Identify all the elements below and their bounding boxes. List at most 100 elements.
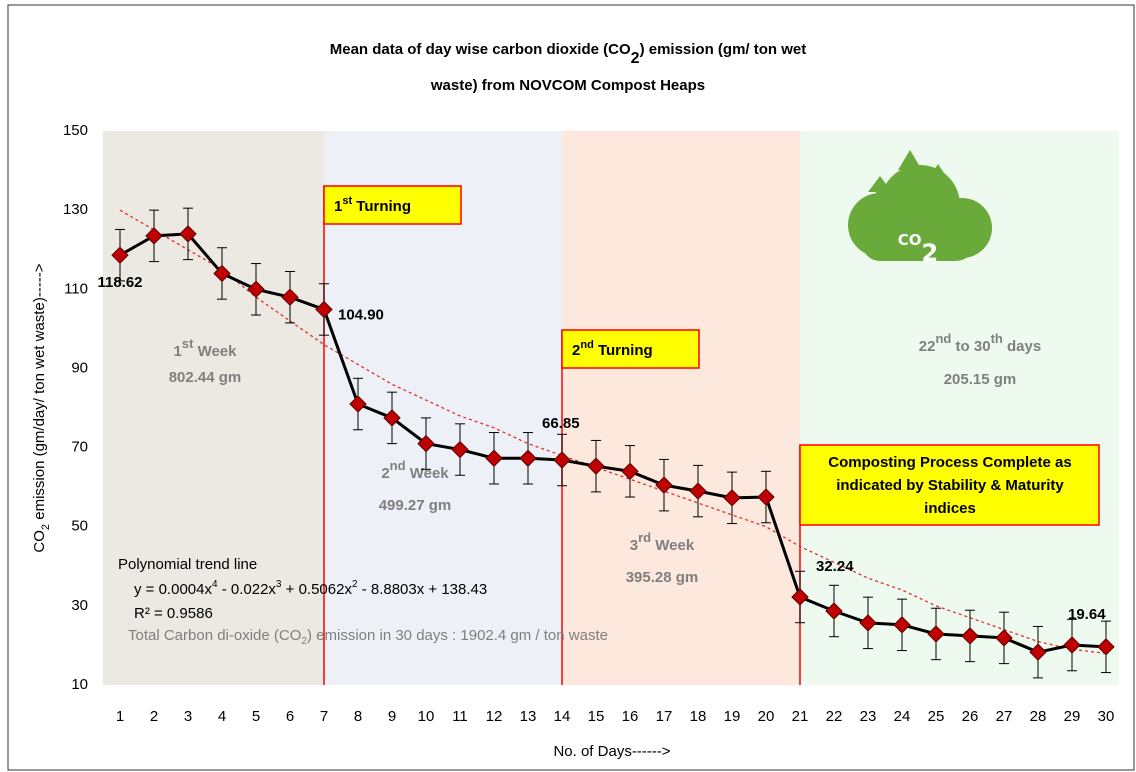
chart-title-part: ) emission (gm/ ton wet bbox=[640, 41, 807, 58]
turning-label-part: st bbox=[342, 195, 352, 207]
marker bbox=[485, 449, 503, 467]
chart-title-part: Mean data of day wise carbon dioxide (CO bbox=[330, 41, 631, 58]
marker bbox=[859, 614, 877, 632]
x-tick-label: 5 bbox=[252, 708, 260, 725]
y-axis-label-part: CO bbox=[31, 530, 48, 553]
marker bbox=[893, 616, 911, 634]
y-axis-label-part: 2 bbox=[40, 524, 52, 530]
arrow bbox=[934, 180, 942, 210]
r-squared: R² = 0.9586 bbox=[134, 605, 213, 622]
arrow bbox=[876, 190, 884, 220]
chart-title: Mean data of day wise carbon dioxide (CO… bbox=[330, 41, 807, 67]
y-tick-label: 30 bbox=[71, 597, 88, 614]
x-tick-label: 29 bbox=[1064, 708, 1081, 725]
total-note-part: Total Carbon di-oxide (CO bbox=[128, 627, 301, 644]
marker bbox=[315, 300, 333, 319]
x-tick-label: 21 bbox=[792, 708, 809, 725]
note-box bbox=[799, 444, 1100, 526]
period-label-part: Week bbox=[651, 537, 695, 554]
arrow bbox=[906, 168, 914, 198]
x-tick-label: 12 bbox=[486, 708, 503, 725]
x-tick-label: 16 bbox=[622, 708, 639, 725]
marker bbox=[587, 457, 605, 475]
x-tick-label: 24 bbox=[894, 708, 911, 725]
x-tick-label: 25 bbox=[928, 708, 945, 725]
turning-label-part: Turning bbox=[352, 198, 411, 215]
icon-text-part: CO bbox=[898, 231, 922, 249]
marker bbox=[349, 395, 367, 413]
turning-label-part: 2 bbox=[572, 342, 580, 359]
marker bbox=[1097, 638, 1115, 656]
marker bbox=[417, 434, 435, 453]
period-label-part: 3 bbox=[630, 537, 638, 554]
period-label: 1st Week bbox=[174, 336, 238, 360]
marker bbox=[791, 588, 809, 606]
x-tick-label: 20 bbox=[758, 708, 775, 725]
x-tick-label: 1 bbox=[116, 708, 124, 725]
chart-title-part: 2 bbox=[631, 50, 640, 67]
complete-note: indicated by Stability & Maturity bbox=[836, 477, 1064, 494]
marker bbox=[689, 482, 707, 500]
trend-equation-part: y = 0.0004x bbox=[134, 581, 212, 598]
period-label-part: to 30 bbox=[951, 338, 990, 355]
y-tick-label: 50 bbox=[71, 518, 88, 535]
x-tick-label: 4 bbox=[218, 708, 226, 725]
period-label-part: rd bbox=[638, 530, 651, 545]
x-tick-label: 2 bbox=[150, 708, 158, 725]
x-tick-label: 27 bbox=[996, 708, 1013, 725]
turning-label: 1st Turning bbox=[334, 195, 411, 215]
y-axis-label-part: emission (gm/day/ ton wet waste)-----> bbox=[31, 263, 48, 524]
marker bbox=[757, 488, 775, 506]
trend-equation-part: 2 bbox=[352, 579, 358, 590]
marker bbox=[179, 225, 197, 243]
marker bbox=[247, 280, 265, 298]
value-label: 32.24 bbox=[816, 558, 854, 575]
x-tick-label: 18 bbox=[690, 708, 707, 725]
x-tick-label: 28 bbox=[1030, 708, 1047, 725]
x-tick-label: 10 bbox=[418, 708, 435, 725]
y-tick-label: 150 bbox=[63, 122, 88, 139]
marker bbox=[825, 602, 843, 620]
x-tick-label: 9 bbox=[388, 708, 396, 725]
x-tick-label: 3 bbox=[184, 708, 192, 725]
x-tick-label: 30 bbox=[1098, 708, 1115, 725]
y-tick-label: 10 bbox=[71, 676, 88, 693]
period-total: 395.28 gm bbox=[626, 569, 699, 586]
period-background bbox=[562, 131, 800, 685]
turning-label-part: nd bbox=[580, 339, 593, 351]
note-box bbox=[561, 329, 700, 369]
x-tick-label: 11 bbox=[452, 708, 468, 725]
period-label-part: Week bbox=[193, 343, 237, 360]
x-tick-label: 14 bbox=[554, 708, 571, 725]
chart-title-part: waste) from NOVCOM Compost Heaps bbox=[430, 77, 705, 94]
chart-title: waste) from NOVCOM Compost Heaps bbox=[430, 77, 705, 94]
marker bbox=[111, 246, 129, 264]
x-tick-label: 8 bbox=[354, 708, 362, 725]
y-tick-label: 110 bbox=[64, 280, 88, 297]
period-label-part: nd bbox=[390, 458, 406, 473]
x-tick-label: 23 bbox=[860, 708, 877, 725]
icon-text: CO2 bbox=[898, 231, 938, 268]
period-total: 802.44 gm bbox=[169, 369, 242, 386]
period-label-part: th bbox=[991, 331, 1003, 346]
period-label-part: Week bbox=[406, 465, 450, 482]
period-label-part: days bbox=[1003, 338, 1041, 355]
x-tick-label: 6 bbox=[286, 708, 294, 725]
marker bbox=[145, 227, 163, 245]
marker bbox=[995, 629, 1013, 647]
period-label-part: 2 bbox=[381, 465, 389, 482]
period-total: 205.15 gm bbox=[944, 371, 1017, 388]
cloud-part bbox=[862, 225, 974, 261]
note-box bbox=[323, 185, 462, 225]
period-label-part: 1 bbox=[174, 343, 182, 360]
trend-equation-part: 4 bbox=[212, 579, 218, 590]
value-label: 66.85 bbox=[542, 415, 580, 432]
marker bbox=[927, 625, 945, 643]
x-tick-label: 7 bbox=[320, 708, 328, 725]
period-total: 499.27 gm bbox=[379, 497, 452, 514]
turning-label-part: Turning bbox=[594, 342, 653, 359]
period-label: 2nd Week bbox=[381, 458, 449, 482]
period-label-part: nd bbox=[935, 331, 951, 346]
x-tick-label: 17 bbox=[656, 708, 673, 725]
marker bbox=[1029, 643, 1047, 661]
